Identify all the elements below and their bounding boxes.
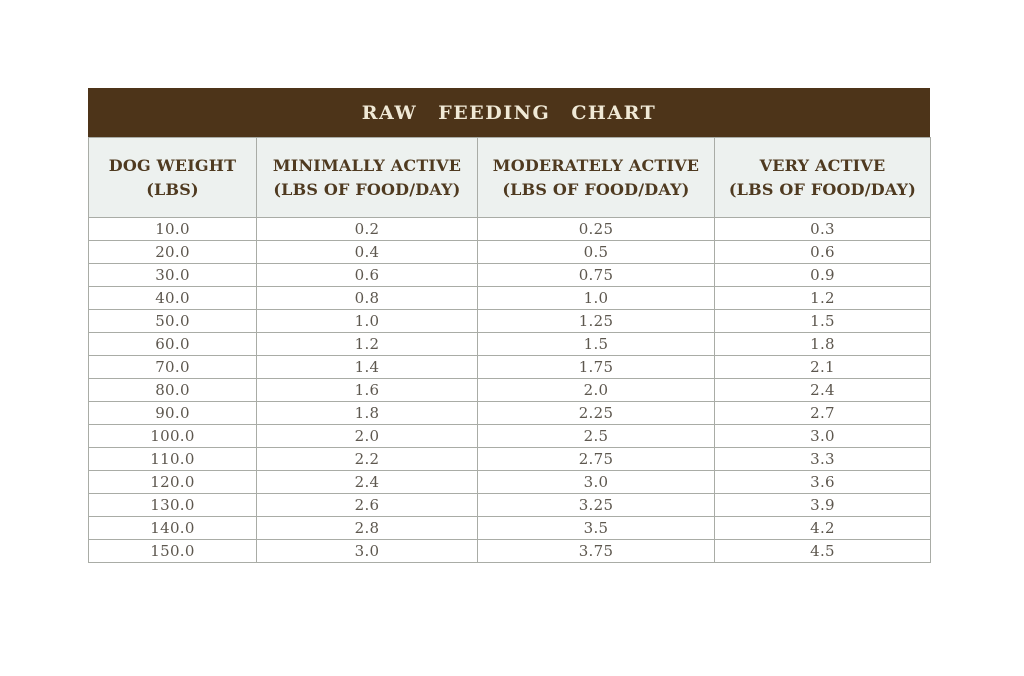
column-header-dog-weight: DOG WEIGHT (LBS) [88, 137, 257, 218]
table-cell: 4.2 [714, 516, 931, 540]
table-row: 140.0 2.8 3.5 4.2 [88, 516, 931, 540]
table-cell: 0.4 [256, 240, 478, 264]
table-row: 40.0 0.8 1.0 1.2 [88, 286, 931, 310]
table-cell: 0.5 [477, 240, 715, 264]
table-cell: 0.8 [256, 286, 478, 310]
table-cell: 2.7 [714, 401, 931, 425]
table-row: 70.0 1.4 1.75 2.1 [88, 355, 931, 379]
table-cell: 90.0 [88, 401, 257, 425]
table-row: 110.0 2.2 2.75 3.3 [88, 447, 931, 471]
table-row: 50.0 1.0 1.25 1.5 [88, 309, 931, 333]
table-cell: 1.5 [714, 309, 931, 333]
table-cell: 10.0 [88, 217, 257, 241]
table-row: 120.0 2.4 3.0 3.6 [88, 470, 931, 494]
table-cell: 0.75 [477, 263, 715, 287]
table-cell: 2.75 [477, 447, 715, 471]
table-cell: 20.0 [88, 240, 257, 264]
table-cell: 2.8 [256, 516, 478, 540]
table-cell: 1.25 [477, 309, 715, 333]
table-cell: 0.25 [477, 217, 715, 241]
column-header-line1: MODERATELY ACTIVE [492, 156, 700, 176]
table-cell: 2.1 [714, 355, 931, 379]
table-cell: 2.0 [256, 424, 478, 448]
table-cell: 2.6 [256, 493, 478, 517]
table-cell: 0.9 [714, 263, 931, 287]
table-row: 90.0 1.8 2.25 2.7 [88, 401, 931, 425]
table-cell: 3.0 [256, 539, 478, 563]
table-body: 10.0 0.2 0.25 0.3 20.0 0.4 0.5 0.6 30.0 0.6 0.75 0.… [88, 217, 931, 563]
table-cell: 3.5 [477, 516, 715, 540]
column-header-line2: (LBS OF FOOD/DAY) [728, 179, 917, 199]
column-header-line1: MINIMALLY ACTIVE [272, 156, 462, 176]
table-cell: 1.8 [256, 401, 478, 425]
table-cell: 50.0 [88, 309, 257, 333]
table-row: 150.0 3.0 3.75 4.5 [88, 539, 931, 563]
table-cell: 1.2 [714, 286, 931, 310]
table-cell: 1.8 [714, 332, 931, 356]
table-cell: 3.3 [714, 447, 931, 471]
table-cell: 150.0 [88, 539, 257, 563]
table-cell: 0.6 [714, 240, 931, 264]
table-row: 80.0 1.6 2.0 2.4 [88, 378, 931, 402]
table-cell: 3.6 [714, 470, 931, 494]
table-cell: 1.75 [477, 355, 715, 379]
table-cell: 140.0 [88, 516, 257, 540]
table-cell: 2.0 [477, 378, 715, 402]
column-header-line1: DOG WEIGHT [108, 156, 237, 176]
table-cell: 40.0 [88, 286, 257, 310]
table-cell: 70.0 [88, 355, 257, 379]
table-row: 20.0 0.4 0.5 0.6 [88, 240, 931, 264]
table-row: 60.0 1.2 1.5 1.8 [88, 332, 931, 356]
table-cell: 2.4 [256, 470, 478, 494]
table-cell: 0.3 [714, 217, 931, 241]
table-cell: 3.9 [714, 493, 931, 517]
table-cell: 3.0 [477, 470, 715, 494]
table-cell: 80.0 [88, 378, 257, 402]
table-cell: 2.5 [477, 424, 715, 448]
column-header-very-active: VERY ACTIVE (LBS OF FOOD/DAY) [714, 137, 931, 218]
column-header-line1: VERY ACTIVE [759, 156, 886, 176]
table-cell: 1.5 [477, 332, 715, 356]
table-cell: 3.75 [477, 539, 715, 563]
table-row: 30.0 0.6 0.75 0.9 [88, 263, 931, 287]
table-row: 130.0 2.6 3.25 3.9 [88, 493, 931, 517]
table-cell: 2.25 [477, 401, 715, 425]
table-cell: 0.2 [256, 217, 478, 241]
table-cell: 1.0 [256, 309, 478, 333]
table-cell: 1.6 [256, 378, 478, 402]
table-cell: 0.6 [256, 263, 478, 287]
column-header-line2: (LBS) [146, 179, 199, 199]
column-header-line2: (LBS OF FOOD/DAY) [273, 179, 461, 199]
table-header-row: DOG WEIGHT (LBS) MINIMALLY ACTIVE (LBS O… [88, 137, 931, 218]
table-cell: 2.4 [714, 378, 931, 402]
table-cell: 60.0 [88, 332, 257, 356]
raw-feeding-chart: RAW FEEDING CHART DOG WEIGHT (LBS) MINIM… [88, 88, 931, 563]
column-header-line2: (LBS OF FOOD/DAY) [502, 179, 690, 199]
table-cell: 130.0 [88, 493, 257, 517]
table-cell: 2.2 [256, 447, 478, 471]
table-cell: 1.4 [256, 355, 478, 379]
table-cell: 100.0 [88, 424, 257, 448]
feeding-table: DOG WEIGHT (LBS) MINIMALLY ACTIVE (LBS O… [88, 137, 931, 563]
table-cell: 30.0 [88, 263, 257, 287]
table-row: 10.0 0.2 0.25 0.3 [88, 217, 931, 241]
table-cell: 1.0 [477, 286, 715, 310]
table-title: RAW FEEDING CHART [361, 101, 657, 124]
table-cell: 4.5 [714, 539, 931, 563]
table-cell: 120.0 [88, 470, 257, 494]
column-header-minimally-active: MINIMALLY ACTIVE (LBS OF FOOD/DAY) [256, 137, 478, 218]
table-cell: 110.0 [88, 447, 257, 471]
table-cell: 3.0 [714, 424, 931, 448]
table-cell: 1.2 [256, 332, 478, 356]
table-row: 100.0 2.0 2.5 3.0 [88, 424, 931, 448]
table-title-bar: RAW FEEDING CHART [88, 88, 930, 137]
table-cell: 3.25 [477, 493, 715, 517]
column-header-moderately-active: MODERATELY ACTIVE (LBS OF FOOD/DAY) [477, 137, 715, 218]
